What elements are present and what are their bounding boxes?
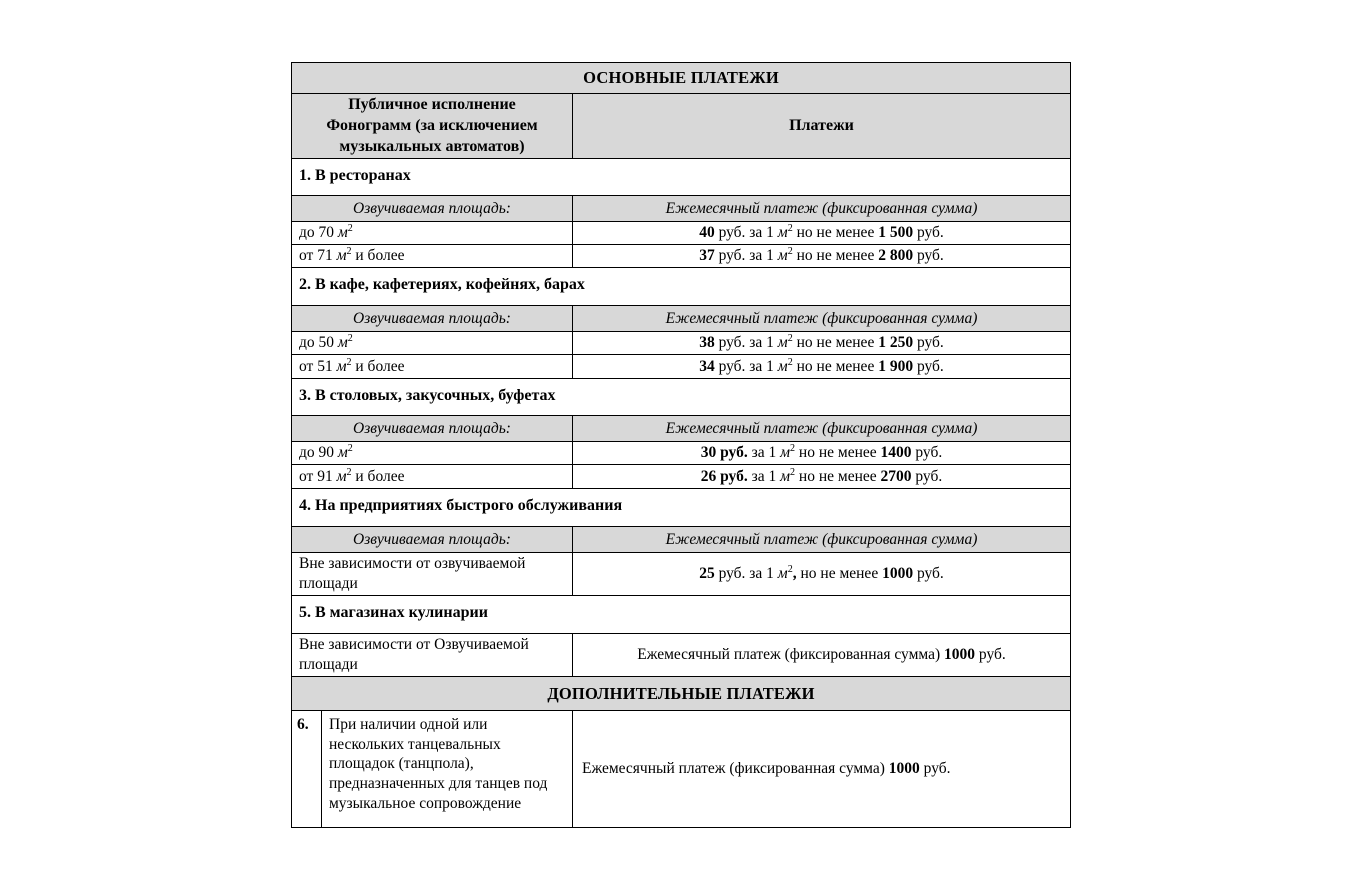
- main-header: ОСНОВНЫЕ ПЛАТЕЖИ: [291, 62, 1071, 94]
- section-1-title: 1. В ресторанах: [291, 158, 1071, 197]
- section-2-row-1-payment: 38 руб. за 1 м2 но не менее 1 250 руб.: [572, 331, 1071, 356]
- payments-table: ОСНОВНЫЕ ПЛАТЕЖИ Публичное исполнение Фон…: [291, 62, 1071, 828]
- section-2-row-1-area: до 50 м2: [291, 331, 573, 356]
- section-3-payment-subheader: Ежемесячный платеж (фиксированная сумма): [572, 415, 1071, 443]
- section-2-area-subheader: Озвучиваемая площадь:: [291, 305, 573, 333]
- section-2-row-2-payment: 34 руб. за 1 м2 но не менее 1 900 руб.: [572, 354, 1071, 380]
- section-6-payment: Ежемесячный платеж (фиксированная сумма)…: [572, 709, 1071, 828]
- section-4-row-1-payment: 25 руб. за 1 м2, но не менее 1000 руб.: [572, 552, 1071, 597]
- section-5-row-1-area: Вне зависимости от Озвучиваемой площади: [291, 633, 573, 677]
- section-3-row-1-area: до 90 м2: [291, 441, 573, 466]
- section-4-row-1-area: Вне зависимости от озвучиваемой площади: [291, 552, 573, 597]
- section-4-title: 4. На предприятиях быстрого обслуживания: [291, 488, 1071, 528]
- section-3-row-1-payment: 30 руб. за 1 м2 но не менее 1400 руб.: [572, 441, 1071, 466]
- section-3-row-2-area: от 91 м2 и более: [291, 464, 573, 490]
- section-1-row-2-payment: 37 руб. за 1 м2 но не менее 2 800 руб.: [572, 244, 1071, 269]
- section-2-title: 2. В кафе, кафетериях, кофейнях, барах: [291, 267, 1071, 307]
- section-4-area-subheader: Озвучиваемая площадь:: [291, 526, 573, 554]
- section-2-row-2-area: от 51 м2 и более: [291, 354, 573, 380]
- section-6-number: 6.: [291, 709, 322, 828]
- section-4-payment-subheader: Ежемесячный платеж (фиксированная сумма): [572, 526, 1071, 554]
- section-3-area-subheader: Озвучиваемая площадь:: [291, 415, 573, 443]
- section-6-description: При наличии одной или нескольких танцева…: [321, 709, 573, 828]
- column-header-right: Платежи: [572, 92, 1071, 160]
- additional-header: ДОПОЛНИТЕЛЬНЫЕ ПЛАТЕЖИ: [291, 675, 1071, 711]
- section-2-payment-subheader: Ежемесячный платеж (фиксированная сумма): [572, 305, 1071, 333]
- section-1-payment-subheader: Ежемесячный платеж (фиксированная сумма): [572, 195, 1071, 223]
- section-3-row-2-payment: 26 руб. за 1 м2 но не менее 2700 руб.: [572, 464, 1071, 490]
- section-1-row-1-area: до 70 м2: [291, 221, 573, 246]
- section-1-row-2-area: от 71 м2 и более: [291, 244, 573, 269]
- column-header-left: Публичное исполнение Фонограмм (за исключ…: [291, 92, 573, 160]
- section-3-title: 3. В столовых, закусочных, буфетах: [291, 378, 1071, 417]
- section-5-title: 5. В магазинах кулинарии: [291, 595, 1071, 635]
- section-5-row-1-payment: Ежемесячный платеж (фиксированная сумма)…: [572, 633, 1071, 677]
- section-1-area-subheader: Озвучиваемая площадь:: [291, 195, 573, 223]
- section-1-row-1-payment: 40 руб. за 1 м2 но не менее 1 500 руб.: [572, 221, 1071, 246]
